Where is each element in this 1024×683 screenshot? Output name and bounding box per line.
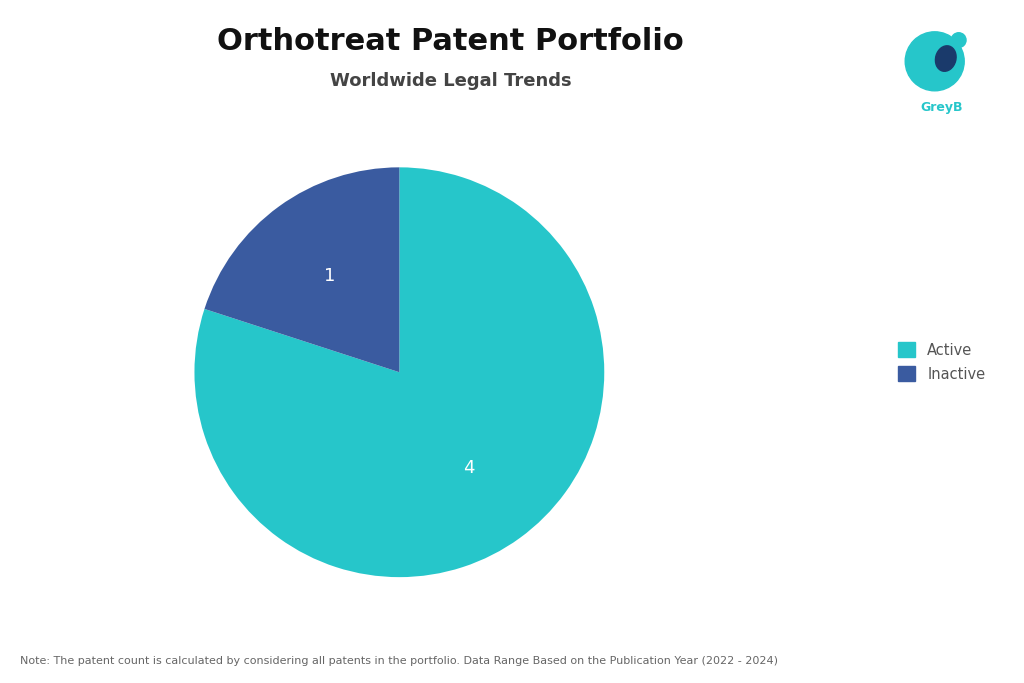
Ellipse shape <box>935 46 956 71</box>
Circle shape <box>951 33 966 48</box>
Legend: Active, Inactive: Active, Inactive <box>892 337 991 387</box>
Text: Note: The patent count is calculated by considering all patents in the portfolio: Note: The patent count is calculated by … <box>20 656 778 666</box>
Text: 4: 4 <box>464 460 475 477</box>
Text: Orthotreat Patent Portfolio: Orthotreat Patent Portfolio <box>217 27 684 56</box>
Wedge shape <box>195 167 604 577</box>
Text: 1: 1 <box>324 267 335 285</box>
Text: GreyB: GreyB <box>921 101 964 114</box>
Circle shape <box>905 32 965 91</box>
Text: Worldwide Legal Trends: Worldwide Legal Trends <box>330 72 571 89</box>
Wedge shape <box>205 167 399 372</box>
